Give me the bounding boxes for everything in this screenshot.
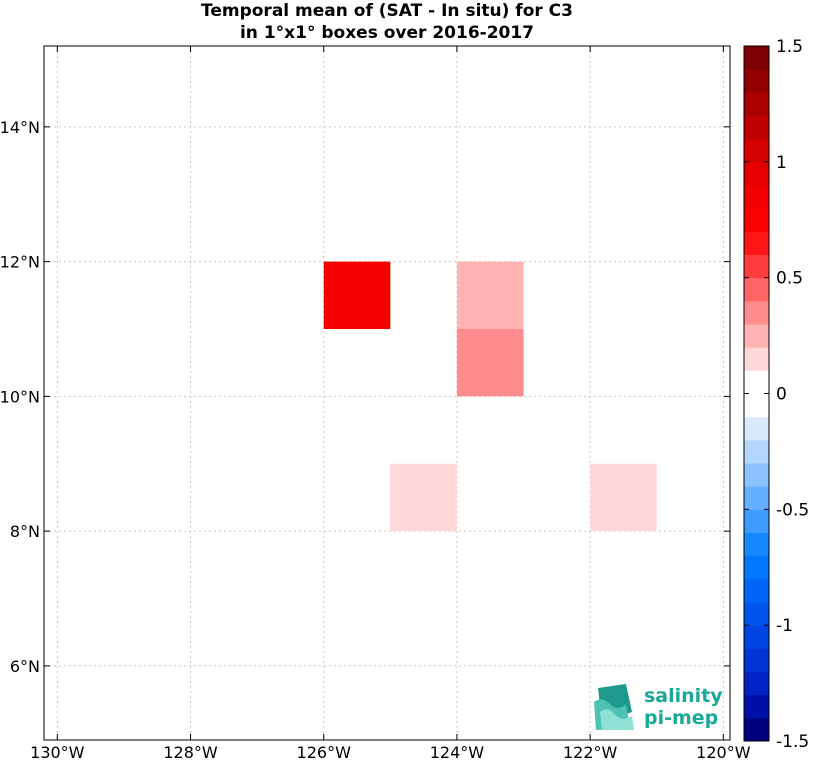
- colorbar-segment: [744, 231, 769, 255]
- heatmap-cell: [390, 463, 457, 532]
- gridlines: [44, 46, 730, 740]
- x-tick-label: 130°W: [30, 743, 85, 762]
- colorbar-segment: [744, 69, 769, 93]
- y-tick-label: 12°N: [0, 253, 40, 272]
- colorbar-segment: [744, 463, 769, 487]
- colorbar-segment: [744, 370, 769, 394]
- colorbar: [743, 45, 770, 742]
- colorbar-segment: [744, 324, 769, 348]
- colorbar-segment: [744, 46, 769, 70]
- heatmap-cell: [590, 463, 657, 532]
- colorbar-tick-label: 1: [776, 153, 787, 173]
- chart-title: Temporal mean of (SAT - In situ) for C3 …: [44, 0, 730, 44]
- colorbar-segment: [744, 625, 769, 649]
- x-tick-label: 124°W: [430, 743, 485, 762]
- plot-frame: [43, 45, 731, 741]
- colorbar-segment: [744, 509, 769, 533]
- logo-word-pi-mep: pi-mep: [644, 707, 719, 729]
- y-tick-label: 6°N: [10, 657, 40, 676]
- colorbar-segment: [744, 161, 769, 186]
- colorbar-segment: [744, 254, 769, 279]
- colorbar-segment: [744, 300, 769, 325]
- colorbar-tick-label: -0.5: [776, 500, 809, 520]
- colorbar-segment: [744, 347, 769, 371]
- x-tick-label: 128°W: [163, 743, 218, 762]
- colorbar-segment: [744, 717, 769, 742]
- colorbar-segment: [744, 439, 769, 464]
- colorbar-tick-labels: 1.5 1 0.5 0 -0.5 -1 -1.5: [776, 37, 809, 752]
- colorbar-segment: [744, 416, 769, 441]
- colorbar-segment: [744, 578, 769, 603]
- colorbar-segment: [744, 555, 769, 580]
- colorbar-segment: [744, 532, 769, 557]
- chart-title-line-2: in 1°x1° boxes over 2016-2017: [239, 23, 535, 43]
- colorbar-segment: [744, 393, 769, 418]
- colorbar-segment: [744, 694, 769, 719]
- x-tick-label: 120°W: [696, 743, 751, 762]
- y-tick-label: 14°N: [0, 118, 40, 137]
- heatmap-cell: [456, 261, 524, 329]
- chart-title-line-1: Temporal mean of (SAT - In situ) for C3: [201, 1, 573, 21]
- heatmap-cell: [456, 328, 524, 397]
- colorbar-tick-label: -1: [776, 616, 793, 636]
- logo-word-salinity: salinity: [644, 685, 723, 707]
- colorbar-segment: [744, 671, 769, 696]
- colorbar-tick-label: -1.5: [776, 732, 809, 752]
- colorbar-tick-label: 0: [776, 385, 787, 405]
- heatmap-cells: [323, 261, 657, 532]
- colorbar-segment: [744, 648, 769, 672]
- x-tick-label: 122°W: [563, 743, 618, 762]
- colorbar-segment: [744, 115, 769, 140]
- colorbar-segment: [744, 208, 769, 232]
- axis-ticks: [44, 46, 730, 740]
- colorbar-segment: [744, 277, 769, 302]
- colorbar-segment: [744, 486, 769, 510]
- y-tick-label: 8°N: [10, 522, 40, 541]
- colorbar-segment: [744, 92, 769, 116]
- colorbar-segment: [744, 185, 769, 209]
- salinity-pi-mep-logo: salinity pi-mep: [592, 682, 732, 732]
- y-tick-labels: 6°N 8°N 10°N 12°N 14°N: [0, 118, 40, 676]
- y-tick-label: 10°N: [0, 387, 40, 406]
- wave-icon: [594, 684, 634, 730]
- colorbar-tick-label: 1.5: [776, 37, 803, 57]
- colorbar-segment: [744, 602, 769, 626]
- colorbar-segment: [744, 138, 769, 163]
- x-tick-label: 126°W: [297, 743, 352, 762]
- heatmap-cell: [323, 261, 391, 329]
- x-tick-labels: 130°W 128°W 126°W 124°W 122°W 120°W: [30, 743, 751, 762]
- colorbar-tick-label: 0.5: [776, 269, 803, 289]
